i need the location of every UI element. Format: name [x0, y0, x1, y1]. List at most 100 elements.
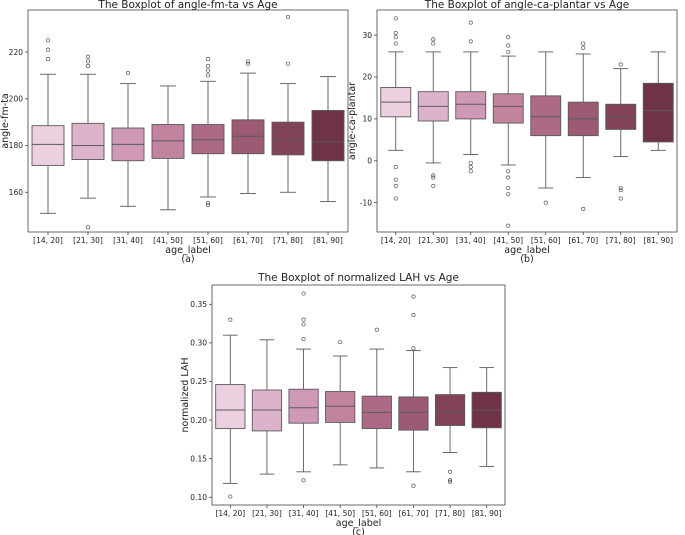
y-axis-label: normalized LAH [180, 358, 191, 433]
box-2 [417, 37, 449, 188]
x-tick-label: [61, 70] [233, 236, 263, 245]
outlier-point [285, 61, 291, 66]
outlier-point [228, 317, 233, 322]
x-tick-label: [41, 50] [153, 236, 183, 245]
x-tick-label: [51, 60] [193, 236, 223, 245]
outlier-point [301, 317, 306, 322]
box-5 [361, 327, 392, 469]
outlier-point [506, 223, 511, 228]
x-tick-label: [21, 30] [73, 236, 103, 245]
box-iqr [455, 91, 487, 120]
outlier-point [285, 14, 291, 20]
outlier-point [374, 327, 379, 332]
outlier-point [618, 188, 623, 193]
box-iqr [642, 82, 674, 143]
outlier-point [205, 57, 211, 62]
box-2 [71, 54, 105, 230]
y-tick-label: 0.20 [190, 416, 207, 425]
outlier-point [448, 469, 453, 474]
box-iqr [271, 121, 305, 156]
outlier-point [431, 175, 436, 180]
outlier-point [393, 165, 398, 170]
plot-frame [27, 9, 349, 233]
outlier-point [45, 47, 51, 52]
outlier-point [506, 192, 511, 197]
box-1 [31, 38, 65, 214]
y-axis-label: angle-fm-ta [0, 93, 11, 148]
outlier-point [506, 185, 511, 191]
box-iqr [325, 391, 356, 423]
outlier-point [301, 336, 306, 342]
outlier-point [205, 64, 211, 69]
box-iqr [311, 110, 345, 162]
outlier-point [468, 160, 473, 165]
outlier-point [506, 35, 511, 40]
box-7 [605, 62, 637, 201]
box-7 [434, 367, 466, 484]
boxplot-panel-b: The Boxplot of angle-ca-plantar vs Age -1… [347, 0, 678, 265]
x-tick-label: [61, 70] [568, 236, 598, 245]
outlier-point [581, 41, 586, 46]
x-tick-label: [14, 20] [215, 509, 245, 518]
box-iqr [398, 396, 429, 431]
y-tick-label: 220 [9, 48, 24, 57]
boxplot-panel-c: The Boxplot of normalized LAH vs Age 0.10… [180, 272, 506, 535]
boxplot-panel-a: The Boxplot of angle-fm-ta vs Age 160 180 2… [0, 0, 349, 265]
box-4 [151, 85, 185, 211]
outlier-point [431, 41, 436, 46]
box-iqr [31, 125, 65, 166]
x-tick-label: [71, 80] [606, 236, 636, 245]
box-3 [288, 291, 319, 483]
x-tick-label: [14, 20] [33, 236, 63, 245]
box-2 [251, 339, 283, 475]
x-tick-label: [21, 30] [252, 509, 282, 518]
outlier-point [85, 54, 91, 59]
outlier-point [45, 57, 51, 62]
panel-caption: (c) [352, 527, 365, 535]
x-axis-label: age_label [165, 245, 210, 256]
outlier-point [45, 38, 51, 43]
outlier-point [543, 200, 548, 205]
outlier-point [506, 43, 511, 48]
outlier-point [468, 39, 473, 44]
x-tick-label: [71, 80] [273, 236, 303, 245]
box-3 [111, 71, 145, 207]
outlier-point [581, 45, 586, 50]
outlier-point [448, 478, 453, 483]
x-tick-label: [31, 40] [289, 509, 319, 518]
chart-title: The Boxplot of angle-ca-plantar vs Age [424, 0, 629, 11]
x-tick-label: [71, 80] [435, 509, 465, 518]
y-tick-label: 20 [362, 73, 372, 82]
outlier-point [245, 61, 251, 66]
outlier-point [448, 479, 453, 484]
box-iqr [492, 93, 524, 124]
outlier-point [411, 294, 416, 299]
outlier-point [468, 165, 473, 170]
box-4 [492, 35, 524, 228]
outlier-point [205, 68, 211, 73]
box-8 [642, 51, 674, 151]
outlier-point [85, 59, 91, 64]
outlier-point [506, 49, 511, 54]
box-6 [567, 41, 599, 212]
box-1 [215, 317, 246, 499]
outlier-point [205, 200, 211, 205]
outlier-point [85, 225, 91, 230]
box-8 [311, 76, 345, 203]
outlier-point [393, 183, 398, 188]
y-tick-label: 0.10 [190, 493, 207, 502]
outlier-point [301, 478, 306, 483]
box-5 [191, 57, 225, 208]
x-tick-label: [31, 40] [456, 236, 486, 245]
y-tick-label: 180 [9, 141, 24, 150]
box-3 [455, 20, 487, 174]
outlier-point [411, 346, 416, 351]
panel-caption: (a) [181, 254, 194, 265]
outlier-point [411, 313, 416, 318]
y-tick-label: 10 [362, 115, 372, 124]
x-axis-label: age_label [504, 245, 549, 256]
outlier-point [228, 494, 233, 499]
y-tick-label: -10 [360, 198, 372, 207]
x-tick-label: [21, 30] [418, 236, 448, 245]
outlier-point [393, 35, 398, 40]
